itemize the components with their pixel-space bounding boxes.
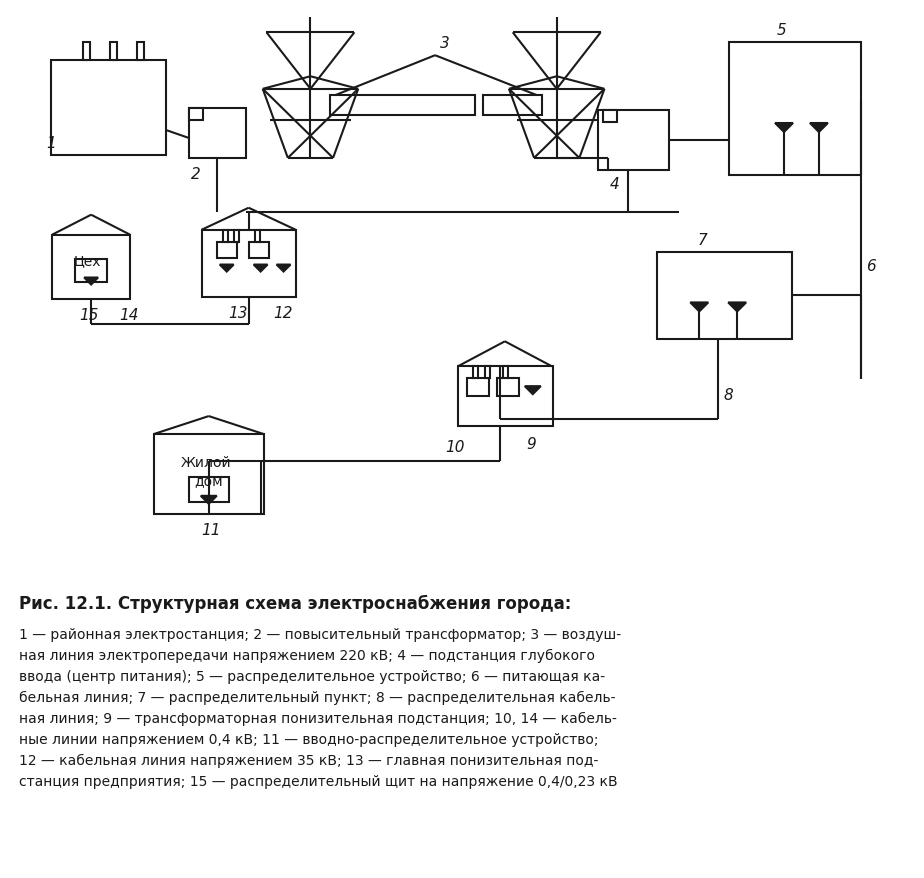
Text: Жилой: Жилой (181, 456, 232, 470)
Bar (234, 230, 238, 242)
Polygon shape (201, 496, 217, 504)
Bar (729, 43, 861, 176)
Text: 8: 8 (723, 388, 733, 403)
Bar (657, 252, 792, 340)
Text: станция предприятия; 15 — распределительный щит на напряжение 0,4/0,23 кВ: станция предприятия; 15 — распределитель… (19, 774, 618, 788)
Bar (201, 230, 297, 299)
Bar (188, 109, 246, 159)
Text: Рис. 12.1. Структурная схема электроснабжения города:: Рис. 12.1. Структурная схема электроснаб… (19, 594, 572, 613)
Text: ввода (центр питания); 5 — распределительное устройство; 6 — питающая ка-: ввода (центр питания); 5 — распределител… (19, 669, 605, 683)
Text: 7: 7 (698, 233, 707, 248)
Text: 14: 14 (119, 308, 139, 323)
Text: ная линия; 9 — трансформаторная понизительная подстанция; 10, 14 — кабель-: ная линия; 9 — трансформаторная понизите… (19, 711, 617, 725)
Bar (223, 230, 227, 242)
Polygon shape (728, 303, 747, 312)
Text: дом: дом (194, 473, 223, 487)
Bar (137, 43, 144, 61)
Text: 1 — районная электростанция; 2 — повысительный трансформатор; 3 — воздуш-: 1 — районная электростанция; 2 — повысит… (19, 628, 622, 642)
Polygon shape (810, 124, 828, 133)
Bar (249, 242, 269, 258)
Text: 9: 9 (527, 436, 537, 451)
Bar (467, 378, 489, 397)
Polygon shape (220, 265, 234, 272)
Text: 15: 15 (79, 308, 99, 323)
Text: 1: 1 (46, 136, 56, 151)
Text: 13: 13 (229, 306, 249, 321)
Bar (255, 230, 260, 242)
Polygon shape (690, 303, 709, 312)
Text: 11: 11 (201, 522, 220, 537)
Bar (110, 43, 117, 61)
Bar (83, 43, 91, 61)
Bar (458, 367, 553, 427)
Text: 12: 12 (274, 306, 293, 321)
Text: 3: 3 (440, 36, 450, 51)
Bar (331, 96, 475, 116)
Bar (75, 259, 107, 284)
Bar (217, 242, 237, 258)
Text: 12 — кабельная линия напряжением 35 кВ; 13 — главная понизительная под-: 12 — кабельная линия напряжением 35 кВ; … (19, 753, 599, 767)
Polygon shape (525, 386, 541, 395)
Polygon shape (253, 265, 268, 272)
Text: 5: 5 (777, 23, 787, 39)
Text: ная линия электропередачи напряжением 220 кВ; 4 — подстанция глубокого: ная линия электропередачи напряжением 22… (19, 649, 595, 663)
Bar (188, 109, 202, 121)
Text: Цех: Цех (73, 255, 101, 269)
Bar (154, 435, 263, 515)
Text: ные линии напряжением 0,4 кВ; 11 — вводно-распределительное устройство;: ные линии напряжением 0,4 кВ; 11 — вводн… (19, 732, 599, 746)
Bar (188, 478, 229, 502)
Text: 6: 6 (866, 258, 876, 273)
Polygon shape (276, 265, 290, 272)
Polygon shape (775, 124, 793, 133)
Bar (51, 61, 166, 155)
Polygon shape (84, 278, 98, 285)
Bar (483, 96, 541, 116)
Text: 4: 4 (610, 176, 619, 191)
Bar (602, 111, 616, 123)
Bar (598, 111, 669, 170)
Bar (53, 235, 130, 300)
Text: бельная линия; 7 — распределительный пункт; 8 — распределительная кабель-: бельная линия; 7 — распределительный пун… (19, 690, 615, 704)
Text: 10: 10 (445, 440, 465, 455)
Bar (473, 367, 478, 378)
Bar (503, 367, 508, 378)
Text: 2: 2 (191, 167, 201, 182)
Bar (497, 378, 519, 397)
Bar (485, 367, 490, 378)
